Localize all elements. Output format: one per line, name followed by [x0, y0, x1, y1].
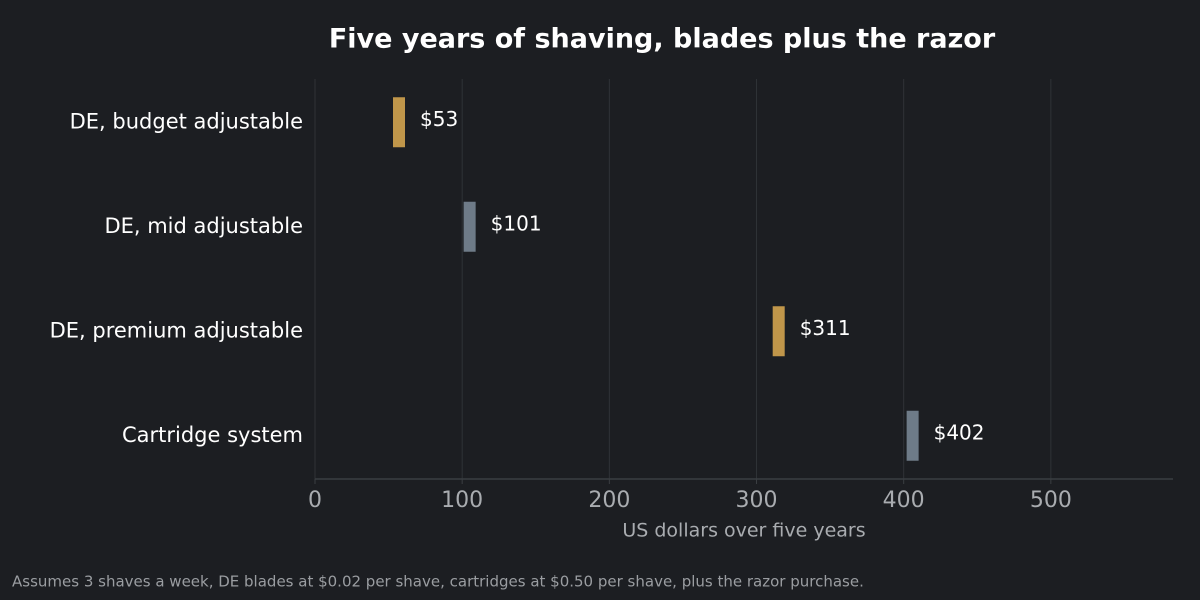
x-axis-label: US dollars over five years	[622, 520, 865, 542]
x-tick-label: 100	[441, 488, 483, 513]
y-tick-label: Cartridge system	[122, 423, 303, 447]
y-tick-label: DE, mid adjustable	[104, 214, 303, 238]
value-label: $311	[800, 316, 851, 340]
y-tick-label: DE, budget adjustable	[70, 109, 303, 133]
value-label: $101	[491, 211, 542, 235]
bar	[772, 306, 785, 357]
chart-title: Five years of shaving, blades plus the r…	[329, 24, 996, 55]
bar	[906, 410, 919, 461]
x-tick-label: 200	[588, 488, 630, 513]
bar	[463, 201, 476, 252]
value-label: $53	[420, 107, 458, 131]
value-label: $402	[934, 420, 985, 444]
bar	[393, 97, 405, 148]
x-tick-label: 0	[308, 488, 322, 513]
x-tick-label: 500	[1030, 488, 1072, 513]
footnote: Assumes 3 shaves a week, DE blades at $0…	[12, 573, 864, 591]
x-tick-label: 300	[736, 488, 778, 513]
y-tick-label: DE, premium adjustable	[50, 318, 303, 342]
x-tick-label: 400	[883, 488, 925, 513]
